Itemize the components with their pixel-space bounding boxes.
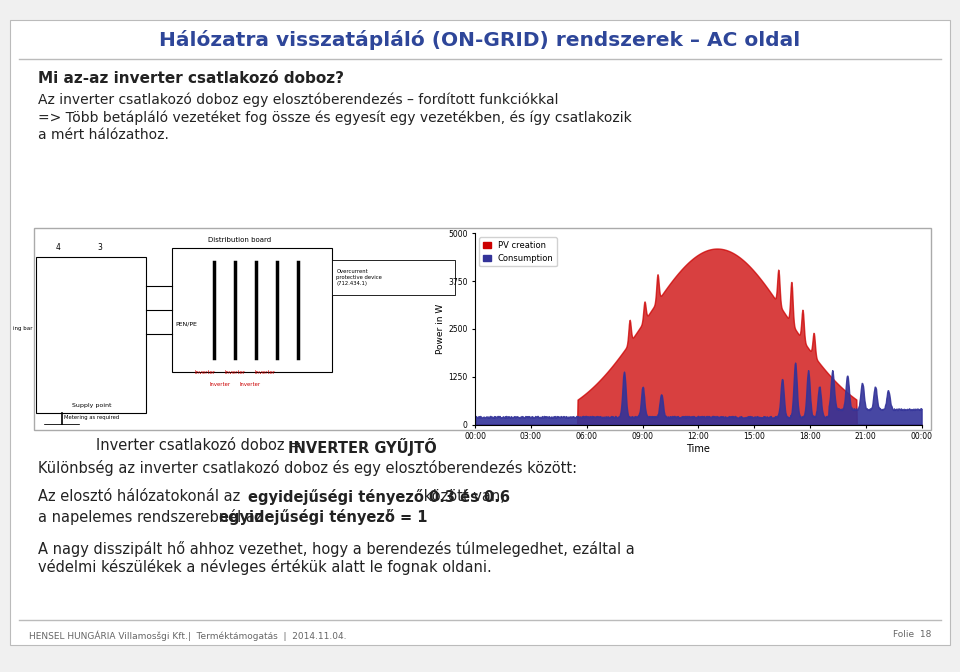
Text: egyidejűségi tényező = 1: egyidejűségi tényező = 1 — [219, 509, 427, 525]
Text: Mi az-az inverter csatlakozó doboz?: Mi az-az inverter csatlakozó doboz? — [38, 71, 345, 85]
FancyBboxPatch shape — [172, 247, 332, 372]
Text: között van,: között van, — [419, 489, 504, 504]
Text: Supply point: Supply point — [72, 403, 111, 408]
Legend: PV creation, Consumption: PV creation, Consumption — [479, 237, 557, 266]
Text: ing bar: ing bar — [12, 327, 33, 331]
Text: Hálózatra visszatápláló (ON-GRID) rendszerek – AC oldal: Hálózatra visszatápláló (ON-GRID) rendsz… — [159, 30, 801, 50]
FancyBboxPatch shape — [34, 228, 931, 430]
Text: a mért hálózathoz.: a mért hálózathoz. — [38, 128, 169, 142]
Text: Overcurrent
protective device
(712.434.1): Overcurrent protective device (712.434.1… — [336, 269, 382, 286]
Text: Inverter: Inverter — [209, 382, 230, 387]
Text: !: ! — [385, 509, 391, 523]
Text: INVERTER GYŰJTŐ: INVERTER GYŰJTŐ — [288, 438, 437, 456]
Text: a napelemes rendszerebnél az: a napelemes rendszerebnél az — [38, 509, 268, 525]
Text: Az inverter csatlakozó doboz egy elosztóberendezés – fordított funkciókkal: Az inverter csatlakozó doboz egy elosztó… — [38, 93, 559, 108]
Text: => Több betápláló vezetéket fog össze és egyesít egy vezetékben, és így csatlako: => Több betápláló vezetéket fog össze és… — [38, 110, 632, 125]
Text: Distribution board: Distribution board — [207, 237, 271, 243]
Text: Inverter: Inverter — [225, 370, 246, 376]
Text: Inverter: Inverter — [195, 370, 216, 376]
Text: Az elosztó hálózatokonál az: Az elosztó hálózatokonál az — [38, 489, 245, 504]
Text: A nagy disszipált hő ahhoz vezethet, hogy a berendezés túlmelegedhet, ezáltal a: A nagy disszipált hő ahhoz vezethet, hog… — [38, 541, 636, 557]
Text: 3: 3 — [97, 243, 103, 252]
Text: PEN/PE: PEN/PE — [176, 322, 198, 327]
Text: Inverter: Inverter — [239, 382, 260, 387]
Y-axis label: Power in W: Power in W — [436, 304, 445, 354]
Text: 4: 4 — [55, 243, 60, 252]
FancyBboxPatch shape — [332, 259, 455, 296]
X-axis label: Time: Time — [686, 444, 710, 454]
Text: Inverter: Inverter — [254, 370, 276, 376]
Text: egyidejűségi tényező 0.3 és 0.6: egyidejűségi tényező 0.3 és 0.6 — [248, 489, 510, 505]
FancyBboxPatch shape — [10, 20, 950, 645]
Text: Metering as required: Metering as required — [63, 415, 119, 420]
Text: Folie  18: Folie 18 — [893, 630, 931, 639]
Text: Inverter csatlakozó doboz =: Inverter csatlakozó doboz = — [96, 438, 306, 453]
Text: védelmi készülékek a névleges értékük alatt le fognak oldani.: védelmi készülékek a névleges értékük al… — [38, 559, 492, 575]
Text: HENSEL HUNGÁRIA Villamosšgi Kft.|  Terméktámogatás  |  2014.11.04.: HENSEL HUNGÁRIA Villamosšgi Kft.| Termék… — [29, 630, 347, 641]
FancyBboxPatch shape — [36, 257, 146, 413]
Text: Különbség az inverter csatlakozó doboz és egy elosztóberendezés között:: Különbség az inverter csatlakozó doboz é… — [38, 460, 578, 476]
